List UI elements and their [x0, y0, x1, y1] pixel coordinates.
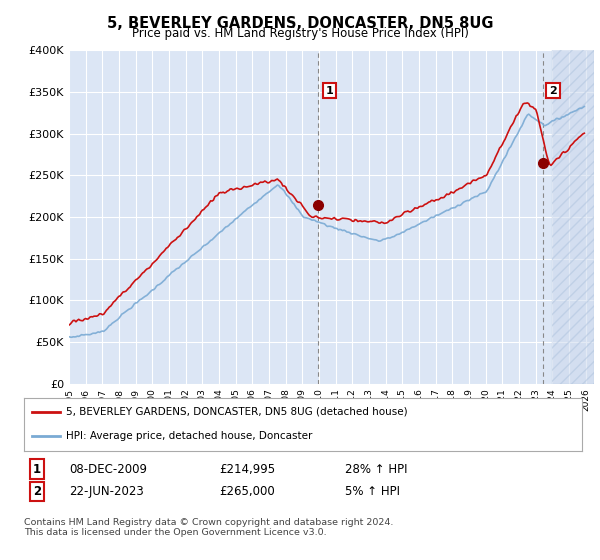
Text: 1: 1	[33, 463, 41, 476]
Text: Contains HM Land Registry data © Crown copyright and database right 2024.
This d: Contains HM Land Registry data © Crown c…	[24, 518, 394, 538]
Text: £265,000: £265,000	[219, 485, 275, 498]
Text: 5% ↑ HPI: 5% ↑ HPI	[345, 485, 400, 498]
Text: £214,995: £214,995	[219, 463, 275, 476]
Text: 1: 1	[326, 86, 334, 96]
Text: HPI: Average price, detached house, Doncaster: HPI: Average price, detached house, Donc…	[66, 431, 312, 441]
Text: Price paid vs. HM Land Registry's House Price Index (HPI): Price paid vs. HM Land Registry's House …	[131, 27, 469, 40]
Bar	[553, 50, 594, 384]
Text: 5, BEVERLEY GARDENS, DONCASTER, DN5 8UG: 5, BEVERLEY GARDENS, DONCASTER, DN5 8UG	[107, 16, 493, 31]
Text: 08-DEC-2009: 08-DEC-2009	[69, 463, 147, 476]
Text: 22-JUN-2023: 22-JUN-2023	[69, 485, 144, 498]
Text: 5, BEVERLEY GARDENS, DONCASTER, DN5 8UG (detached house): 5, BEVERLEY GARDENS, DONCASTER, DN5 8UG …	[66, 407, 407, 417]
Text: 2: 2	[549, 86, 557, 96]
Text: 28% ↑ HPI: 28% ↑ HPI	[345, 463, 407, 476]
Text: 2: 2	[33, 485, 41, 498]
